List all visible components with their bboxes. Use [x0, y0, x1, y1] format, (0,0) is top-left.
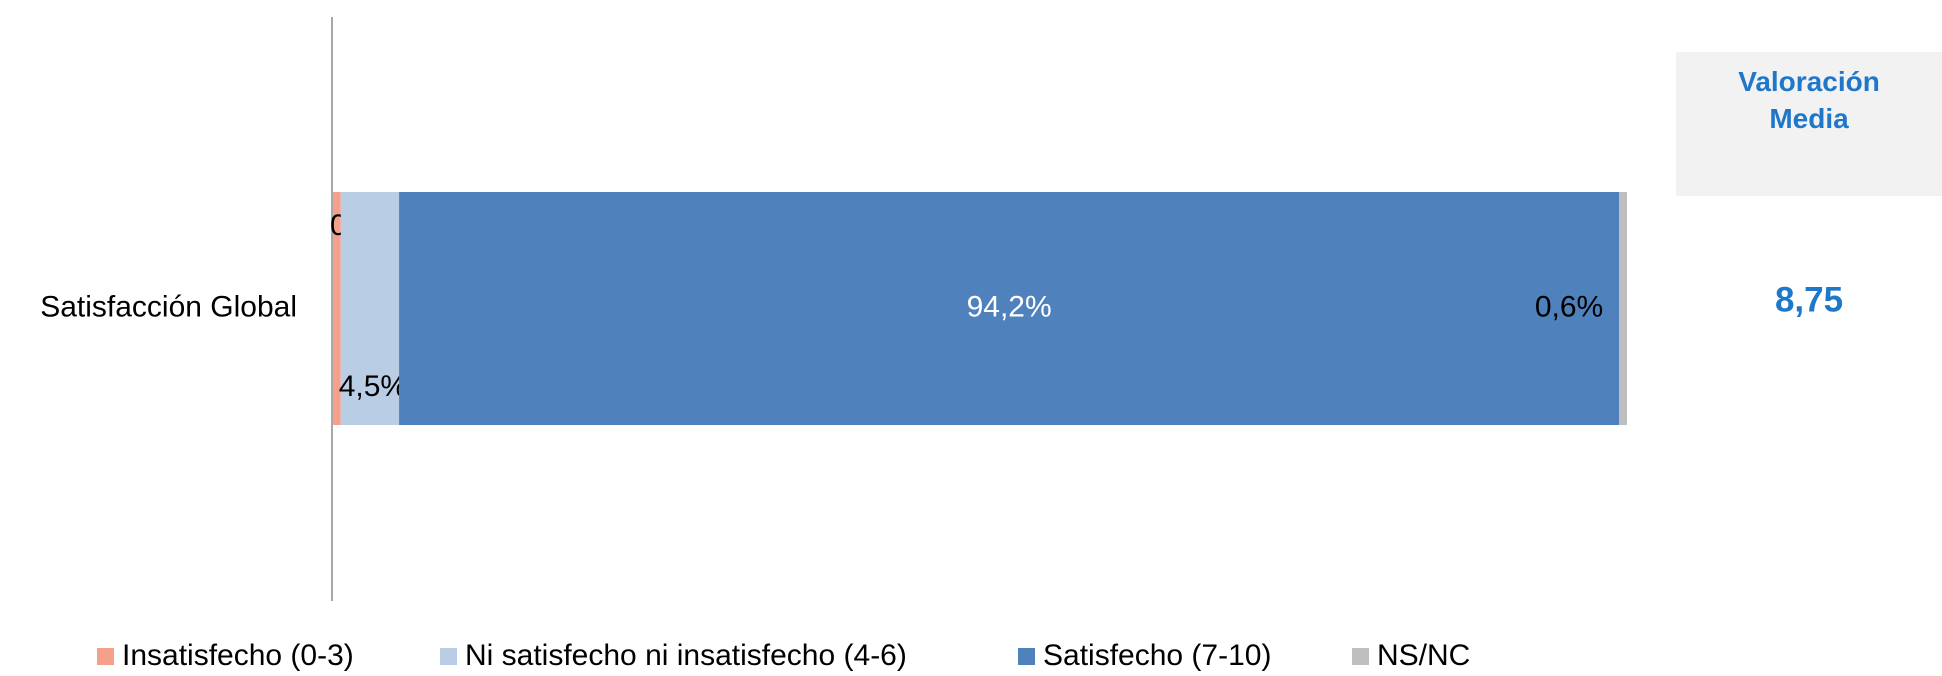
data-label: 4,5%	[339, 370, 407, 403]
data-label: 94,2%	[967, 290, 1052, 323]
data-label: 0,6%	[1535, 290, 1603, 323]
summary-value: 8,75	[1775, 280, 1843, 319]
legend-swatch	[1352, 648, 1369, 665]
legend-label: Ni satisfecho ni insatisfecho (4-6)	[465, 639, 907, 672]
bar-segment	[399, 192, 1620, 425]
legend-swatch	[440, 648, 457, 665]
legend-label: NS/NC	[1377, 639, 1470, 672]
category-label: Satisfacción Global	[40, 290, 297, 323]
legend-label: Insatisfecho (0-3)	[122, 639, 354, 672]
legend-label: Satisfecho (7-10)	[1043, 639, 1271, 672]
summary-title: Valoración Media	[1738, 66, 1880, 134]
legend-swatch	[1018, 648, 1035, 665]
legend-swatch	[97, 648, 114, 665]
bar-segment	[333, 192, 341, 425]
summary-box	[1676, 52, 1942, 196]
bar-segment	[340, 192, 400, 425]
bar-segment	[1619, 192, 1627, 425]
